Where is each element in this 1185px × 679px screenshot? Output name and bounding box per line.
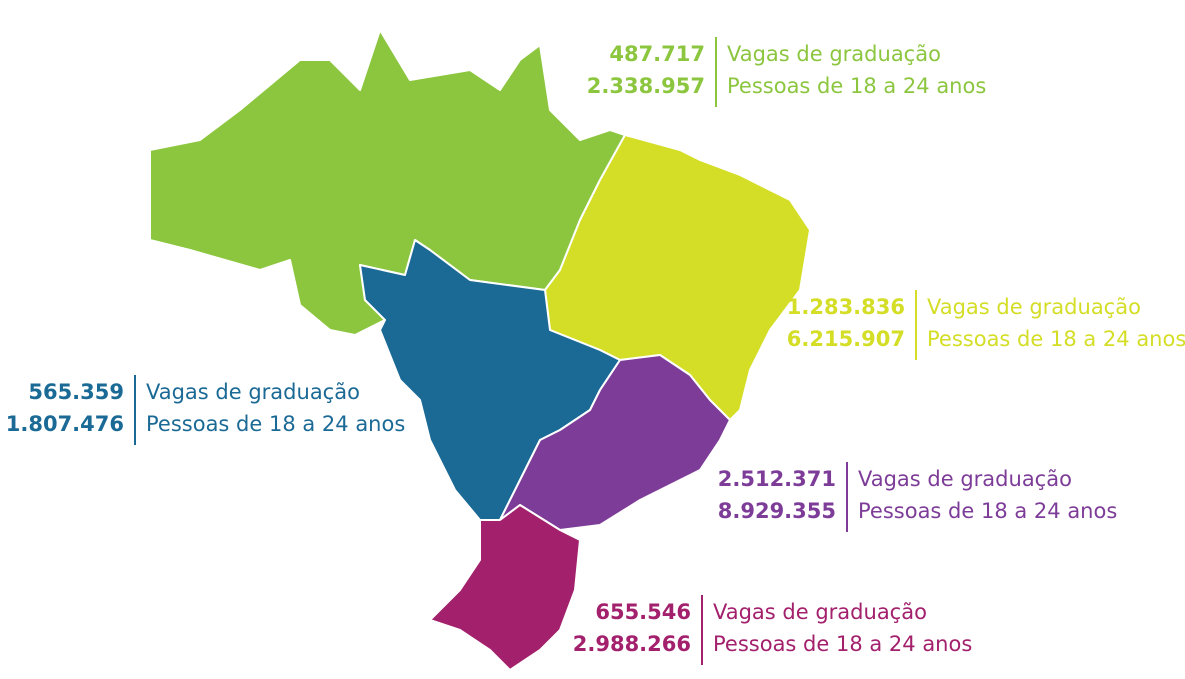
labels: 487.717 2.338.957 Vagas de graduação Pessoa… — [6, 37, 1185, 665]
region-number: 655.546 — [595, 600, 691, 624]
region-number: 2.338.957 — [587, 74, 705, 98]
region-label: Vagas de graduação — [146, 380, 360, 404]
region-label: Vagas de graduação — [727, 42, 941, 66]
region-label: Vagas de graduação — [858, 467, 1072, 491]
region-number: 6.215.907 — [787, 327, 905, 351]
region-number: 565.359 — [28, 380, 124, 404]
region-number: 1.807.476 — [6, 412, 124, 436]
region-label: Pessoas de 18 a 24 anos — [927, 327, 1185, 351]
region-label: Pessoas de 18 a 24 anos — [858, 499, 1117, 523]
region-number: 1.283.836 — [787, 295, 905, 319]
region-label: Vagas de graduação — [927, 295, 1141, 319]
region-label: Pessoas de 18 a 24 anos — [146, 412, 405, 436]
region-southeast — [499, 354, 731, 531]
region-number: 8.929.355 — [718, 499, 836, 523]
region-number: 2.512.371 — [718, 467, 836, 491]
region-number: 487.717 — [609, 42, 705, 66]
region-number: 2.988.266 — [573, 632, 691, 656]
region-label: Pessoas de 18 a 24 anos — [713, 632, 972, 656]
region-label: Vagas de graduação — [713, 600, 927, 624]
region-south — [429, 504, 581, 671]
region-label: Pessoas de 18 a 24 anos — [727, 74, 986, 98]
map-shapes — [149, 29, 811, 671]
